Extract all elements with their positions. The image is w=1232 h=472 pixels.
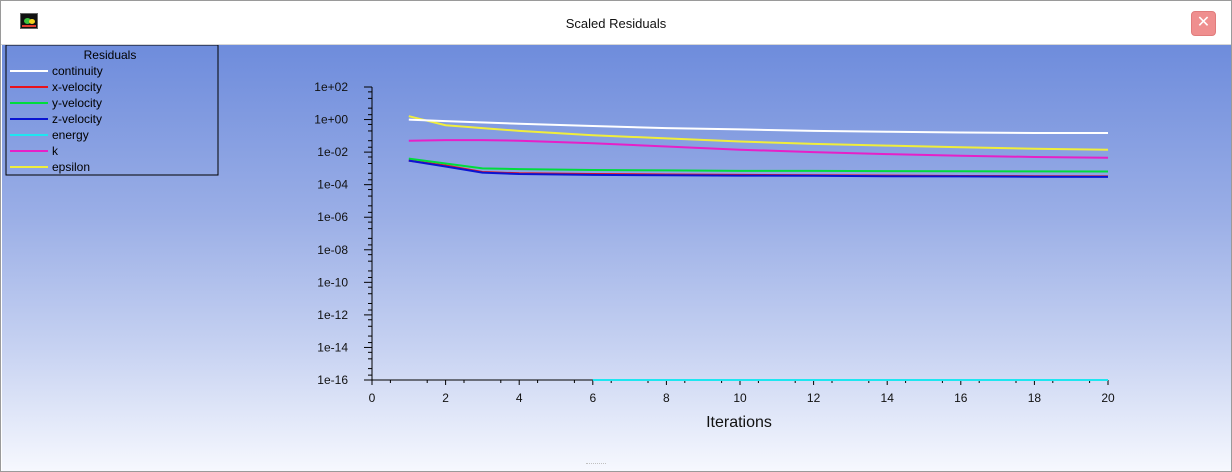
legend-box xyxy=(5,45,219,176)
series-line-epsilon xyxy=(408,115,1109,151)
legend: Residuals continuity x-velocity y-velocity… xyxy=(5,45,219,176)
x-axis-label: Iterations xyxy=(706,414,772,431)
series-line-continuity xyxy=(408,118,1108,134)
x-tick-label: 4 xyxy=(516,391,523,405)
y-tick-label: 1e-02 xyxy=(317,145,348,159)
y-tick-label: 1e+02 xyxy=(314,80,348,94)
legend-label-energy: energy xyxy=(52,128,89,142)
y-tick-label: 1e-08 xyxy=(317,243,348,257)
series-lines xyxy=(408,115,1109,381)
x-tick-label: 10 xyxy=(733,391,747,405)
legend-label-k: k xyxy=(52,144,59,158)
legend-label-y-velocity: y-velocity xyxy=(52,96,102,110)
y-tick-label: 1e-10 xyxy=(317,275,348,289)
series-line-k xyxy=(408,139,1109,159)
x-tick-label: 20 xyxy=(1101,391,1115,405)
close-button[interactable]: ✕ xyxy=(1191,11,1216,36)
legend-label-z-velocity: z-velocity xyxy=(52,112,102,126)
x-tick-label: 2 xyxy=(442,391,449,405)
x-tick-label: 16 xyxy=(954,391,968,405)
x-tick-label: 14 xyxy=(881,391,895,405)
y-tick-label: 1e-16 xyxy=(317,373,348,387)
title-bar[interactable]: Scaled Residuals ✕ xyxy=(1,1,1231,45)
y-tick-label: 1e-14 xyxy=(317,340,348,354)
series-line-y-velocity xyxy=(408,157,1109,173)
x-tick-label: 12 xyxy=(807,391,821,405)
series-line-z-velocity xyxy=(408,159,1109,178)
legend-label-x-velocity: x-velocity xyxy=(52,80,102,94)
x-tick-label: 0 xyxy=(369,391,376,405)
plot-area: Residuals continuity x-velocity y-velocity… xyxy=(2,45,1231,471)
app-icon xyxy=(20,13,38,29)
window-title: Scaled Residuals xyxy=(565,16,667,31)
legend-title: Residuals xyxy=(84,48,137,62)
x-tick-label: 8 xyxy=(663,391,670,405)
y-tick-label: 1e-04 xyxy=(317,178,348,192)
legend-label-epsilon: epsilon xyxy=(52,160,90,174)
resize-grip[interactable] xyxy=(586,463,606,468)
y-tick-label: 1e-12 xyxy=(317,308,348,322)
x-tick-label: 18 xyxy=(1028,391,1042,405)
y-tick-label: 1e+00 xyxy=(314,113,348,127)
y-tick-label: 1e-06 xyxy=(317,210,348,224)
legend-label-continuity: continuity xyxy=(52,64,103,78)
residuals-chart: Residuals continuity x-velocity y-velocity… xyxy=(5,45,1115,431)
x-tick-label: 6 xyxy=(589,391,596,405)
